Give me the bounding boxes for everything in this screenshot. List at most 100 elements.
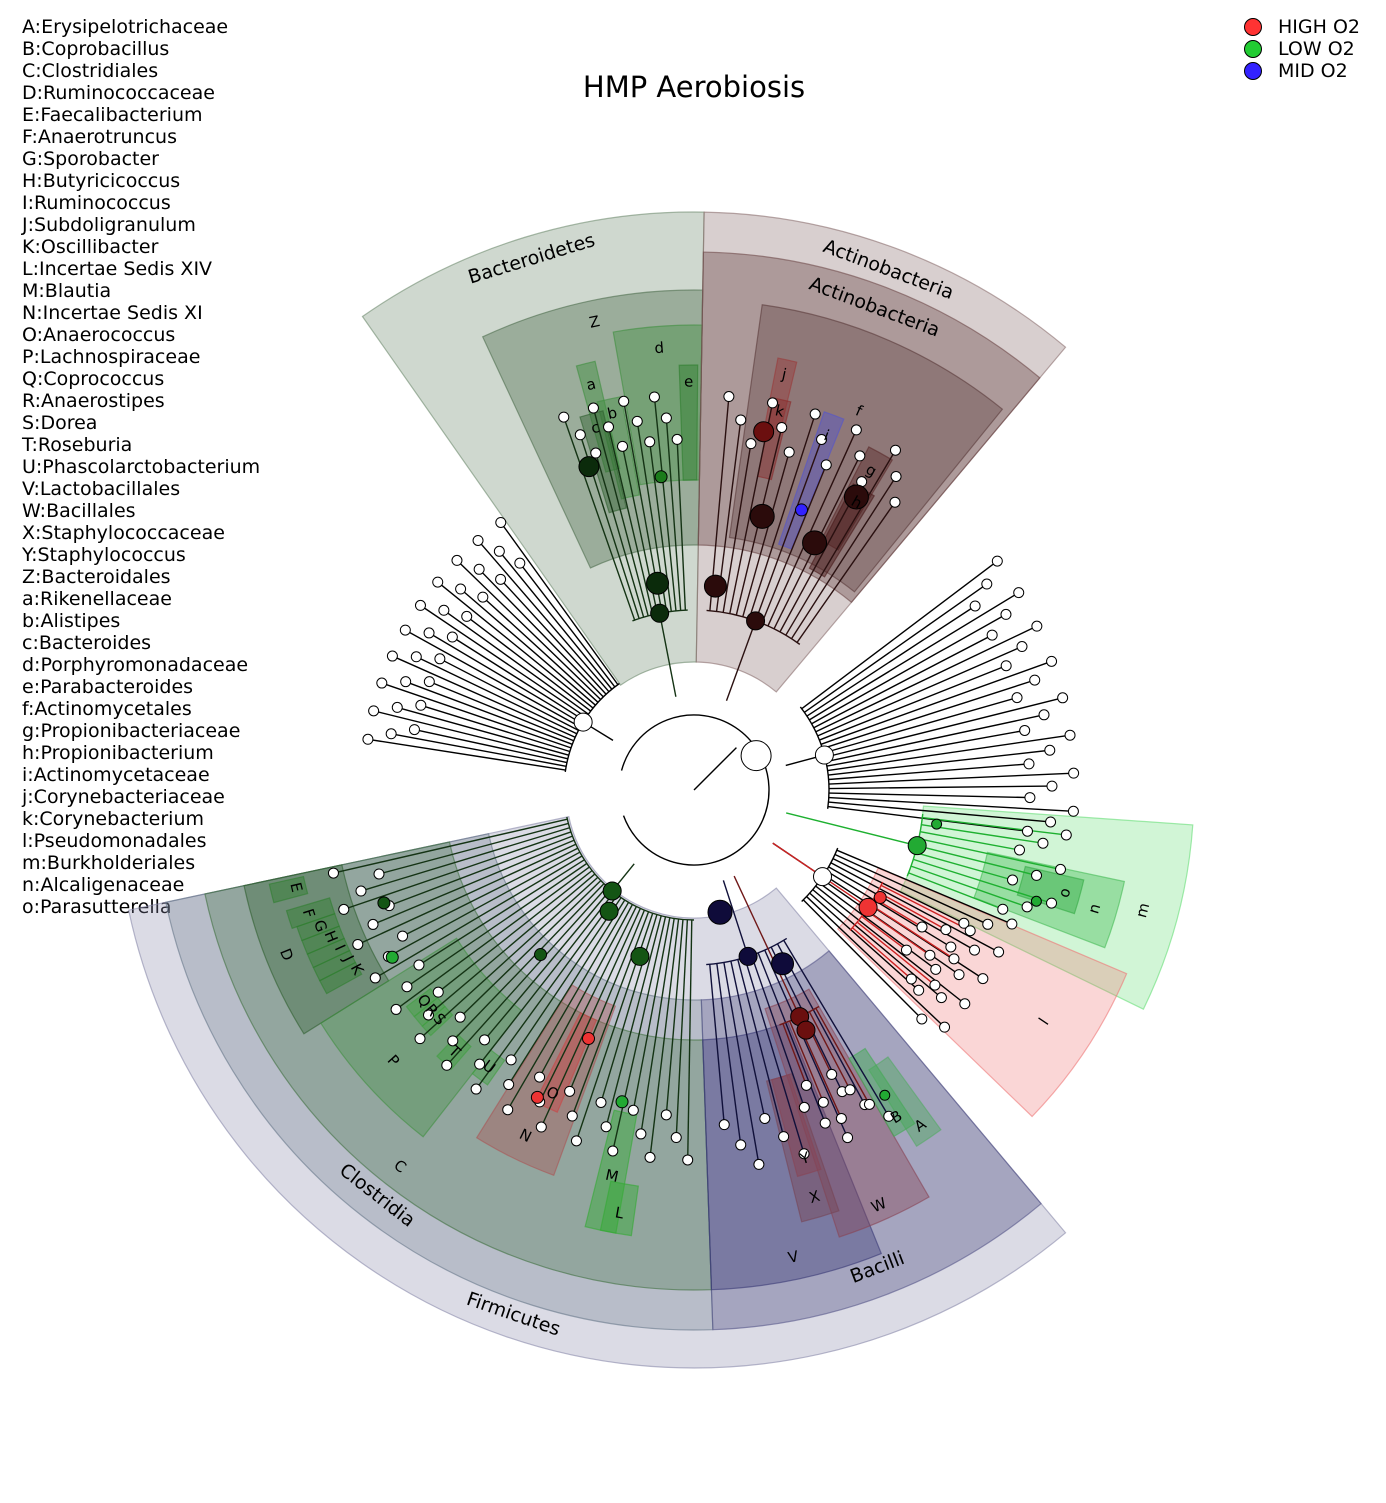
cladogram-node [993,946,1005,958]
key-item: U:Phascolarctobacterium [22,456,261,478]
clade-wedge-Actinobacteria [697,251,1041,604]
cladogram-node [986,629,998,641]
cladogram-node [454,1011,466,1023]
clade-label: I [331,942,349,953]
clade-wedge-Actinobacteria [695,211,1067,693]
cladogram-node [670,1132,682,1144]
cladogram-node [373,868,385,880]
cladogram-node [783,446,795,458]
clade-label: L [614,1203,626,1222]
cladogram-node [558,411,570,423]
cladogram-node [595,1096,607,1108]
clade-wedge-G [296,912,341,942]
cladogram-node [964,925,976,937]
cladogram-node [1055,863,1067,875]
clade-wedge-L [599,1180,640,1237]
cladogram-node [776,421,788,433]
cladogram-node [660,412,672,424]
cladogram-node [913,984,925,996]
cladogram-node [958,917,970,929]
cladogram-node [959,998,971,1010]
key-item: a:Rikenellaceae [22,588,172,610]
key-item: I:Ruminococcus [22,192,171,214]
legend-item-high: HIGH O2 [1244,16,1384,38]
cladogram-node [535,1121,547,1133]
cladogram-node [940,924,952,936]
cladogram-node [889,444,901,456]
cladogram-node [461,610,473,622]
cladogram-node [977,973,989,985]
cladogram-node [1007,874,1019,886]
clade-wedge-Clostridia [165,832,714,1331]
cladogram-node [843,484,869,510]
cladogram-node [474,1058,486,1070]
key-item: j:Corynebacteriaceae [22,786,225,808]
cladogram-node [1060,829,1072,841]
cladogram-node [1024,792,1036,804]
cladogram-node [582,1032,596,1046]
legend: HIGH O2 LOW O2 MID O2 [1244,16,1384,82]
clade-label: Z [588,312,602,332]
key-item: W:Bacillales [22,500,136,522]
cladogram-node [820,459,832,471]
key-item: E:Faecalibacterium [22,104,203,126]
cladogram-node [338,903,350,915]
legend-item-mid: MID O2 [1244,60,1384,82]
key-item: k:Corynebacterium [22,808,205,830]
cladogram-node [1016,641,1028,653]
clade-label: G [310,917,331,934]
cladogram-node [981,578,993,590]
cladogram-node [1068,767,1080,779]
cladogram-node [327,867,339,879]
key-item: P:Lachnospiraceae [22,346,201,368]
cladogram-node [682,1154,694,1166]
legend-label: LOW O2 [1278,38,1355,60]
clade-wedge-e [678,364,699,481]
clade-label: j [779,365,788,384]
key-item: C:Clostridiales [22,60,159,82]
cladogram-node [1057,692,1069,704]
cladogram-node [842,1132,854,1144]
cladogram-node [1067,805,1079,817]
key-item: i:Actinomycetaceae [22,764,210,786]
clade-wedge-f [728,304,1004,593]
clade-label: d [654,339,665,358]
cladogram-node [590,447,602,459]
cladogram-node [1030,895,1042,907]
cladogram-node [534,1071,546,1083]
cladogram-node [477,591,489,603]
cladogram-node [991,555,1003,567]
cladogram-node [352,938,364,950]
cladogram-node [900,944,912,956]
cladogram-node [367,918,379,930]
cladogram-node [1038,709,1050,721]
cladogram-node [850,424,862,436]
cladogram-node [660,1109,672,1121]
cladogram-node [1031,620,1043,632]
cladogram-node [707,899,733,925]
cladogram-node [470,1083,482,1095]
cladogram-node [916,921,928,933]
cladogram-nodes [327,391,1080,1170]
cladogram-node [377,896,391,910]
legend-label: MID O2 [1278,60,1348,82]
cladogram-node [386,650,398,662]
key-item: h:Propionibacterium [22,742,214,764]
clade-wedge-E [268,875,309,904]
cladogram-node [1011,692,1023,704]
cladogram-node [603,421,615,433]
key-item: F:Anaerotruncus [22,126,177,148]
clade-wedges [127,211,1194,1369]
cladogram-node [844,1084,856,1096]
cladogram-node [723,391,735,403]
cladogram-node [735,414,747,426]
clade-label: e [684,372,693,390]
key-item: Y:Staphylococcus [22,544,186,566]
clade-wedge-Bacilli [700,950,1042,1331]
cladogram-node [362,733,374,745]
legend-label: HIGH O2 [1278,16,1360,38]
cladogram-node [745,438,757,450]
cladogram-node [397,930,409,942]
cladogram-node [718,1119,730,1131]
key-item: c:Bacteroides [22,632,152,654]
